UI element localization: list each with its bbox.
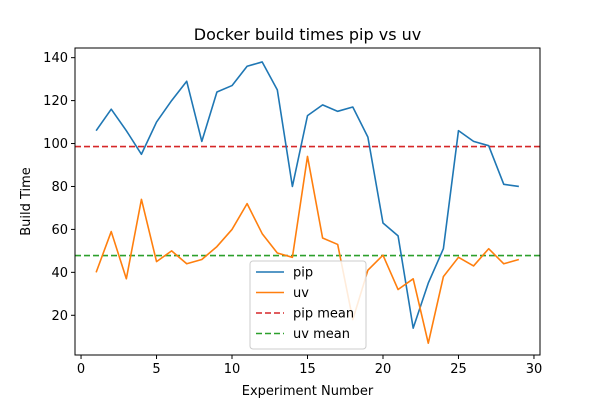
y-tick-label: 80 xyxy=(51,180,68,195)
reference-lines xyxy=(75,145,540,257)
series-lines xyxy=(95,61,520,344)
x-tick-label: 5 xyxy=(152,362,160,377)
y-axis-ticks: 20 40 60 80 100 120 140 xyxy=(43,51,75,324)
y-tick-label: 60 xyxy=(51,223,68,238)
y-axis-label: Build Time xyxy=(19,167,34,236)
x-tick-label: 25 xyxy=(450,362,467,377)
x-axis-label: Experiment Number xyxy=(242,384,374,399)
y-tick-label: 40 xyxy=(51,266,68,281)
y-tick-label: 140 xyxy=(43,51,68,66)
legend-label: uv xyxy=(293,286,309,301)
x-tick-label: 10 xyxy=(224,362,241,377)
legend-box xyxy=(249,260,367,350)
y-tick-label: 20 xyxy=(51,309,68,324)
legend: pip uv pip mean uv mean xyxy=(249,260,367,350)
x-tick-label: 0 xyxy=(77,362,85,377)
x-tick-label: 30 xyxy=(526,362,543,377)
legend-label: uv mean xyxy=(293,327,350,342)
legend-label: pip mean xyxy=(293,307,354,322)
y-tick-label: 100 xyxy=(43,137,68,152)
chart-title: Docker build times pip vs uv xyxy=(194,25,421,44)
x-tick-label: 15 xyxy=(299,362,316,377)
series-line-uv xyxy=(95,155,520,344)
legend-label: pip xyxy=(293,266,313,281)
series-line-pip xyxy=(95,61,519,329)
y-tick-label: 120 xyxy=(43,94,68,109)
x-tick-label: 20 xyxy=(375,362,392,377)
x-axis-ticks: 0 5 10 15 20 25 30 xyxy=(77,355,542,377)
